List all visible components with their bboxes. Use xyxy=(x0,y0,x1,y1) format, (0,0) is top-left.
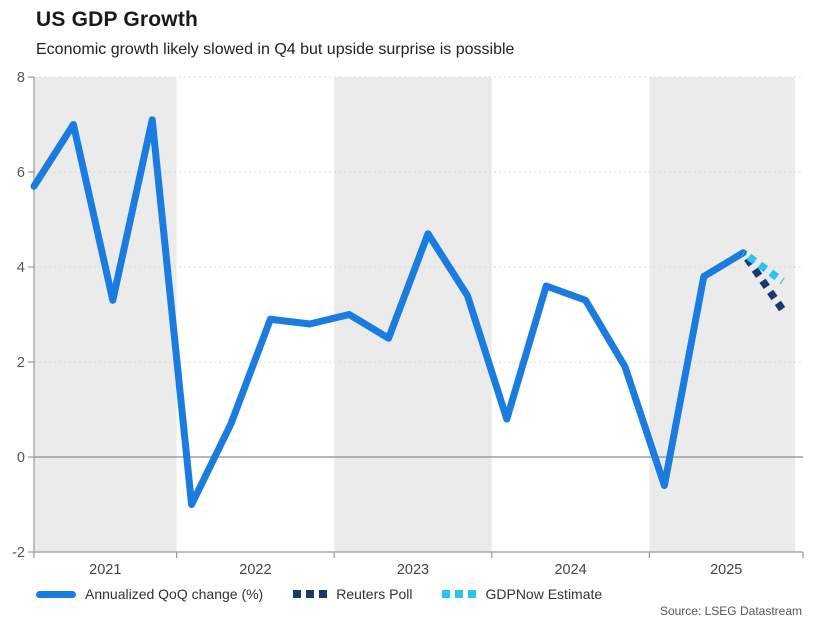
legend-label-gdpnow: GDPNow Estimate xyxy=(485,586,603,602)
dotted-swatch-reuters xyxy=(293,590,328,598)
dotted-swatch-gdpnow xyxy=(442,590,477,598)
chart-header: US GDP Growth Economic growth likely slo… xyxy=(36,8,816,59)
svg-text:0: 0 xyxy=(17,450,25,466)
svg-text:8: 8 xyxy=(17,70,25,86)
source-credit: Source: LSEG Datastream xyxy=(659,604,802,618)
svg-text:4: 4 xyxy=(17,260,25,276)
chart-subtitle: Economic growth likely slowed in Q4 but … xyxy=(36,41,515,58)
page-title: US GDP Growth xyxy=(36,8,199,31)
legend-item-gdpnow: GDPNow Estimate xyxy=(442,586,602,602)
gdp-line-chart: -2 0 2 4 6 8 2021 2022 2023 2024 2025 xyxy=(12,70,804,578)
legend-item-actual: Annualized QoQ change (%) xyxy=(36,586,263,602)
solid-line-swatch xyxy=(36,590,76,598)
svg-text:2021: 2021 xyxy=(89,562,121,578)
svg-text:2023: 2023 xyxy=(397,562,429,578)
legend-item-reuters-poll: Reuters Poll xyxy=(293,586,412,602)
svg-text:2022: 2022 xyxy=(239,562,271,578)
svg-text:2024: 2024 xyxy=(554,562,586,578)
svg-text:-2: -2 xyxy=(12,545,25,561)
svg-text:2025: 2025 xyxy=(710,562,742,578)
svg-text:6: 6 xyxy=(17,165,25,181)
legend-label-actual: Annualized QoQ change (%) xyxy=(85,586,264,602)
legend-label-reuters: Reuters Poll xyxy=(336,586,413,602)
svg-text:2: 2 xyxy=(17,355,25,371)
chart-legend: Annualized QoQ change (%) Reuters Poll G… xyxy=(36,586,602,602)
